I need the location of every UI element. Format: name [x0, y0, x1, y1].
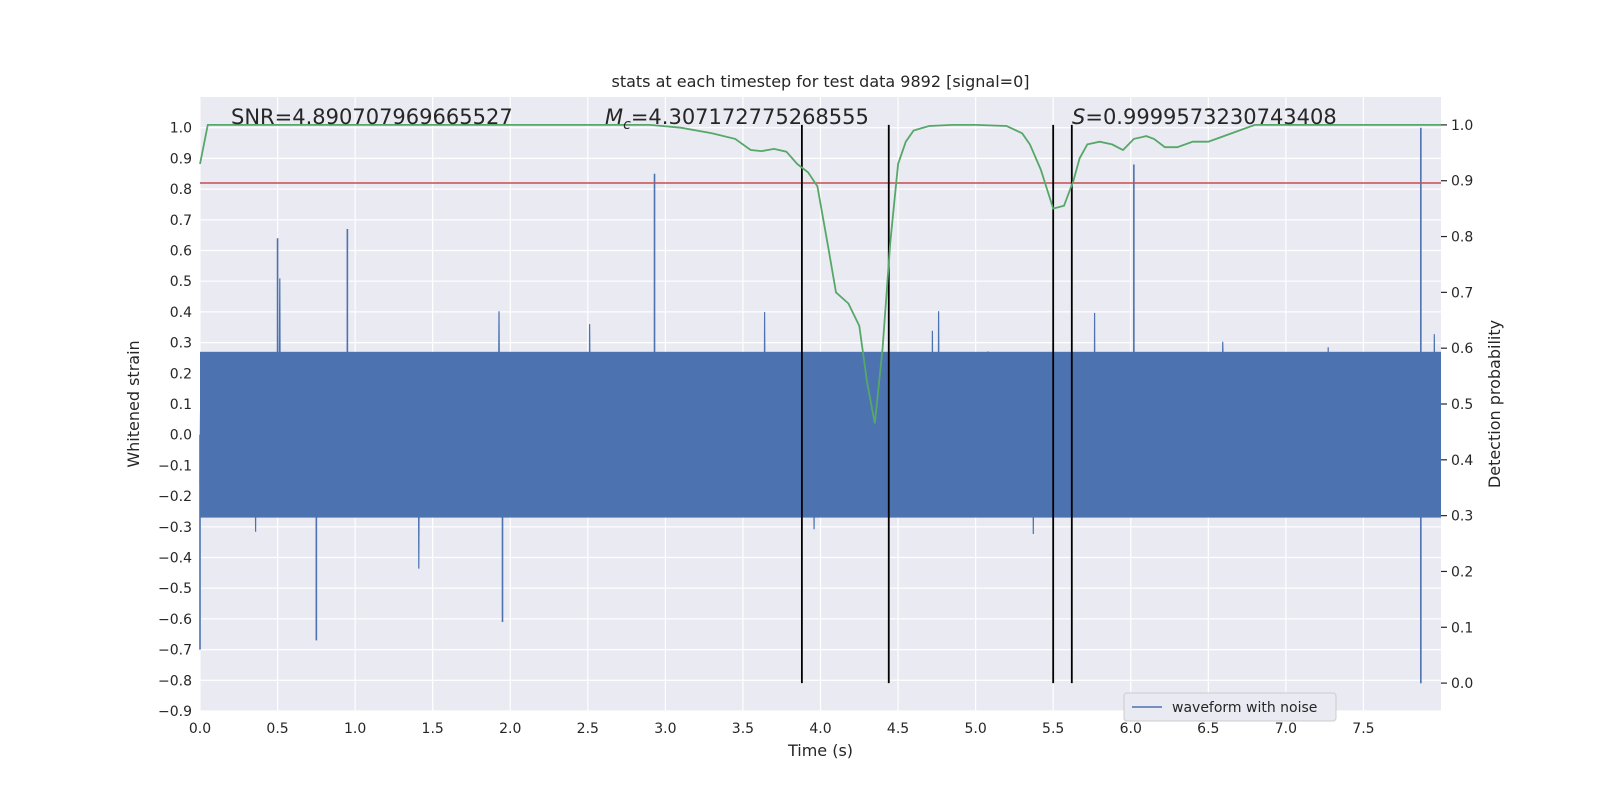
- s-symbol: S: [1072, 105, 1085, 129]
- x-tick-label: 6.5: [1197, 721, 1219, 737]
- y-axis-label: Whitened strain: [124, 340, 143, 467]
- probability-series: [199, 124, 1441, 424]
- y-tick-label: 0.3: [170, 336, 192, 352]
- probability-line: [199, 124, 1441, 424]
- y2-tick-label: 0.2: [1451, 564, 1473, 580]
- y-tick-label: −0.2: [158, 489, 192, 505]
- y-tick-label: 1.0: [170, 121, 192, 137]
- y2-tick-label: 0.6: [1451, 341, 1473, 357]
- y-tick-label: −0.8: [158, 673, 192, 689]
- legend-box: [1123, 692, 1337, 722]
- legend: waveform with noise: [1123, 692, 1337, 722]
- y-tick-label: −0.1: [158, 458, 192, 474]
- y-tick-label: 0.8: [170, 182, 192, 198]
- y-tick-label: −0.9: [158, 704, 192, 720]
- s-annotation: S=0.9999573230743408: [1072, 105, 1337, 129]
- y2-tick-label: 0.7: [1451, 285, 1473, 301]
- x-tick-label: 0.0: [189, 721, 211, 737]
- x-axis-label: Time (s): [787, 741, 853, 760]
- y-tick-label: 0.0: [170, 428, 192, 444]
- legend-label: waveform with noise: [1172, 700, 1317, 716]
- reference-lines: [200, 124, 1441, 684]
- x-axis-ticks: 0.0 0.5 1.0 1.5 2.0 2.5 3.0 3.5 4.0 4.5 5.0 5.5 6.0 6…: [189, 721, 1375, 737]
- y2-tick-label: 0.1: [1451, 620, 1473, 636]
- y-tick-label: −0.5: [158, 581, 192, 597]
- x-tick-label: 1.0: [344, 721, 366, 737]
- x-tick-label: 2.0: [499, 721, 521, 737]
- y-tick-label: 0.9: [170, 151, 192, 167]
- y2-tick-label: 0.9: [1451, 174, 1473, 190]
- x-tick-label: 7.0: [1275, 721, 1297, 737]
- chart-title: stats at each timestep for test data 989…: [611, 72, 1029, 91]
- y2-tick-label: 0.4: [1451, 453, 1473, 469]
- x-tick-label: 2.5: [577, 721, 599, 737]
- chirp-mass-annotation: Mc=4.307172775268555: [605, 105, 869, 133]
- y-tick-label: 0.5: [170, 274, 192, 290]
- x-tick-label: 4.0: [809, 721, 831, 737]
- mc-value: =4.307172775268555: [631, 105, 869, 129]
- x-tick-label: 0.5: [266, 721, 288, 737]
- y2-tick-label: 1.0: [1451, 118, 1473, 134]
- y-tick-label: 0.4: [170, 305, 192, 321]
- y2-axis-label: Detection probability: [1485, 320, 1504, 488]
- x-tick-label: 7.5: [1352, 721, 1374, 737]
- y-tick-label: −0.3: [158, 520, 192, 536]
- y-tick-label: −0.7: [158, 643, 192, 659]
- x-tick-label: 1.5: [422, 721, 444, 737]
- x-tick-label: 3.0: [654, 721, 676, 737]
- x-tick-label: 4.5: [887, 721, 909, 737]
- y2-tick-label: 0.0: [1451, 676, 1473, 692]
- snr-annotation: SNR=4.890707969665527: [231, 105, 513, 129]
- y-axis-ticks: −0.9 −0.8 −0.7 −0.6 −0.5 −0.4 −0.3 −0.2 −0.1 0.0 0…: [158, 121, 192, 720]
- y2-axis-ticks: 0.0 0.1 0.2 0.3 0.4 0.5 0.6 0.7 0.8 0.9 1.0: [1441, 118, 1473, 692]
- x-tick-label: 6.0: [1120, 721, 1142, 737]
- y-tick-label: 0.7: [170, 213, 192, 229]
- y-tick-label: 0.6: [170, 244, 192, 260]
- y-tick-label: 0.2: [170, 366, 192, 382]
- mc-symbol: M: [605, 105, 623, 129]
- y2-tick-label: 0.5: [1451, 397, 1473, 413]
- y2-tick-label: 0.8: [1451, 230, 1473, 246]
- waveform-core-band: [200, 351, 1441, 518]
- x-tick-label: 5.5: [1042, 721, 1064, 737]
- y-tick-label: −0.6: [158, 612, 192, 628]
- mc-subscript: c: [623, 117, 631, 133]
- s-value: =0.9999573230743408: [1085, 105, 1336, 129]
- y2-tick-label: 0.3: [1451, 509, 1473, 525]
- y-tick-label: −0.4: [158, 551, 192, 567]
- x-tick-label: 3.5: [732, 721, 754, 737]
- x-tick-label: 5.0: [964, 721, 986, 737]
- waveform-series: [199, 127, 1441, 684]
- y-tick-label: 0.1: [170, 397, 192, 413]
